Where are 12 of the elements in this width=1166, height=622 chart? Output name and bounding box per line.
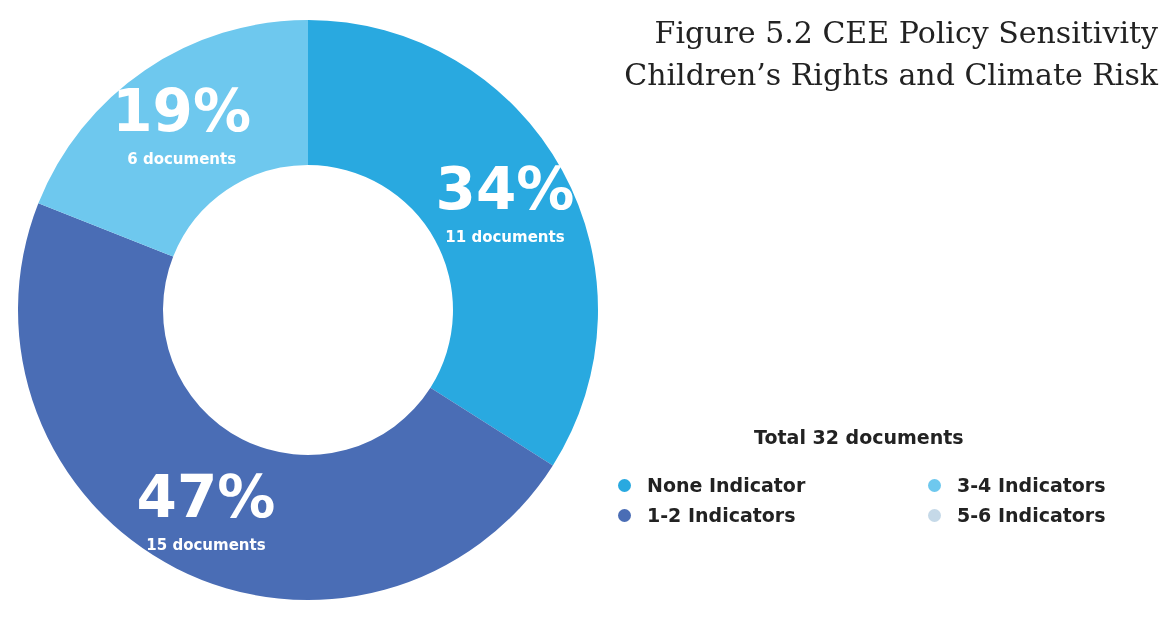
text: 11 documents <box>445 227 565 246</box>
data-label: 19% <box>112 77 252 146</box>
legend-label: None Indicator <box>646 473 807 498</box>
text: 6 documents <box>127 150 237 168</box>
text: 15 documents <box>146 536 266 555</box>
legend-label: 1-2 Indicators <box>646 503 797 528</box>
legend-label: 3-4 Indicators <box>956 473 1107 498</box>
text: Figure 5.2 CEE Policy Sensitivity Children’s Rights and Climate Risk <box>624 14 1158 94</box>
data-label: 47% <box>136 463 276 532</box>
legend-label: 5-6 Indicators <box>956 503 1107 528</box>
legend-title: Total 32 documents <box>754 426 965 448</box>
data-label: 34% <box>435 154 575 223</box>
